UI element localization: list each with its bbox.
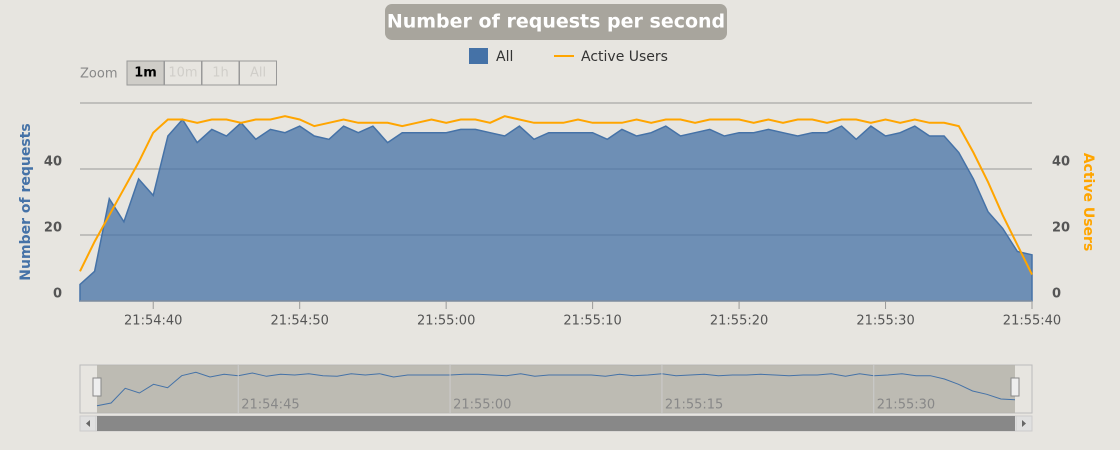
chart-title: Number of requests per second	[387, 11, 725, 33]
zoom-label: Zoom	[80, 67, 117, 82]
zoom-button[interactable]	[164, 60, 202, 86]
navigator-tick-label: 21:54:45	[241, 398, 299, 413]
x-tick-label: 21:55:20	[710, 314, 768, 329]
zoom-button-label[interactable]: 1m	[134, 66, 157, 81]
x-tick-label: 21:55:10	[563, 314, 621, 329]
zoom-button-label[interactable]: 1h	[212, 66, 229, 81]
navigator-tick-label: 21:55:00	[453, 398, 511, 413]
y2-tick-label: 40	[1052, 155, 1070, 170]
scroll-arrow	[86, 420, 90, 427]
y-tick-label: 40	[44, 155, 62, 170]
navigator-handle[interactable]	[92, 377, 102, 397]
y-axis-title: Number of requests	[18, 123, 34, 280]
zoom-button-label[interactable]: 10m	[168, 66, 197, 81]
zoom-button-label[interactable]: All	[250, 66, 266, 81]
navigator-tick-label: 21:55:30	[877, 398, 935, 413]
scrollbar-thumb[interactable]	[97, 416, 1015, 431]
navigator-handle[interactable]	[1010, 377, 1020, 397]
scroll-arrow	[1022, 420, 1026, 427]
title-box	[385, 4, 727, 40]
x-tick-label: 21:55:00	[417, 314, 475, 329]
navigator-line	[96, 371, 1016, 407]
legend-label[interactable]: Active Users	[581, 49, 668, 65]
x-tick-label: 21:54:40	[124, 314, 182, 329]
legend-label[interactable]: All	[496, 49, 513, 65]
legend-swatch	[469, 48, 488, 64]
x-tick-label: 21:54:50	[270, 314, 328, 329]
y2-tick-label: 0	[1052, 287, 1061, 302]
y-tick-label: 20	[44, 221, 62, 236]
navigator-tick-label: 21:55:15	[665, 398, 723, 413]
y-tick-label: 0	[53, 287, 62, 302]
line	[79, 115, 1033, 276]
x-tick-label: 21:55:40	[1003, 314, 1061, 329]
zoom-button[interactable]	[239, 60, 277, 86]
y2-axis-title: Active Users	[1080, 153, 1096, 252]
area	[79, 118, 1033, 302]
y2-tick-label: 20	[1052, 221, 1070, 236]
x-tick-label: 21:55:30	[856, 314, 914, 329]
